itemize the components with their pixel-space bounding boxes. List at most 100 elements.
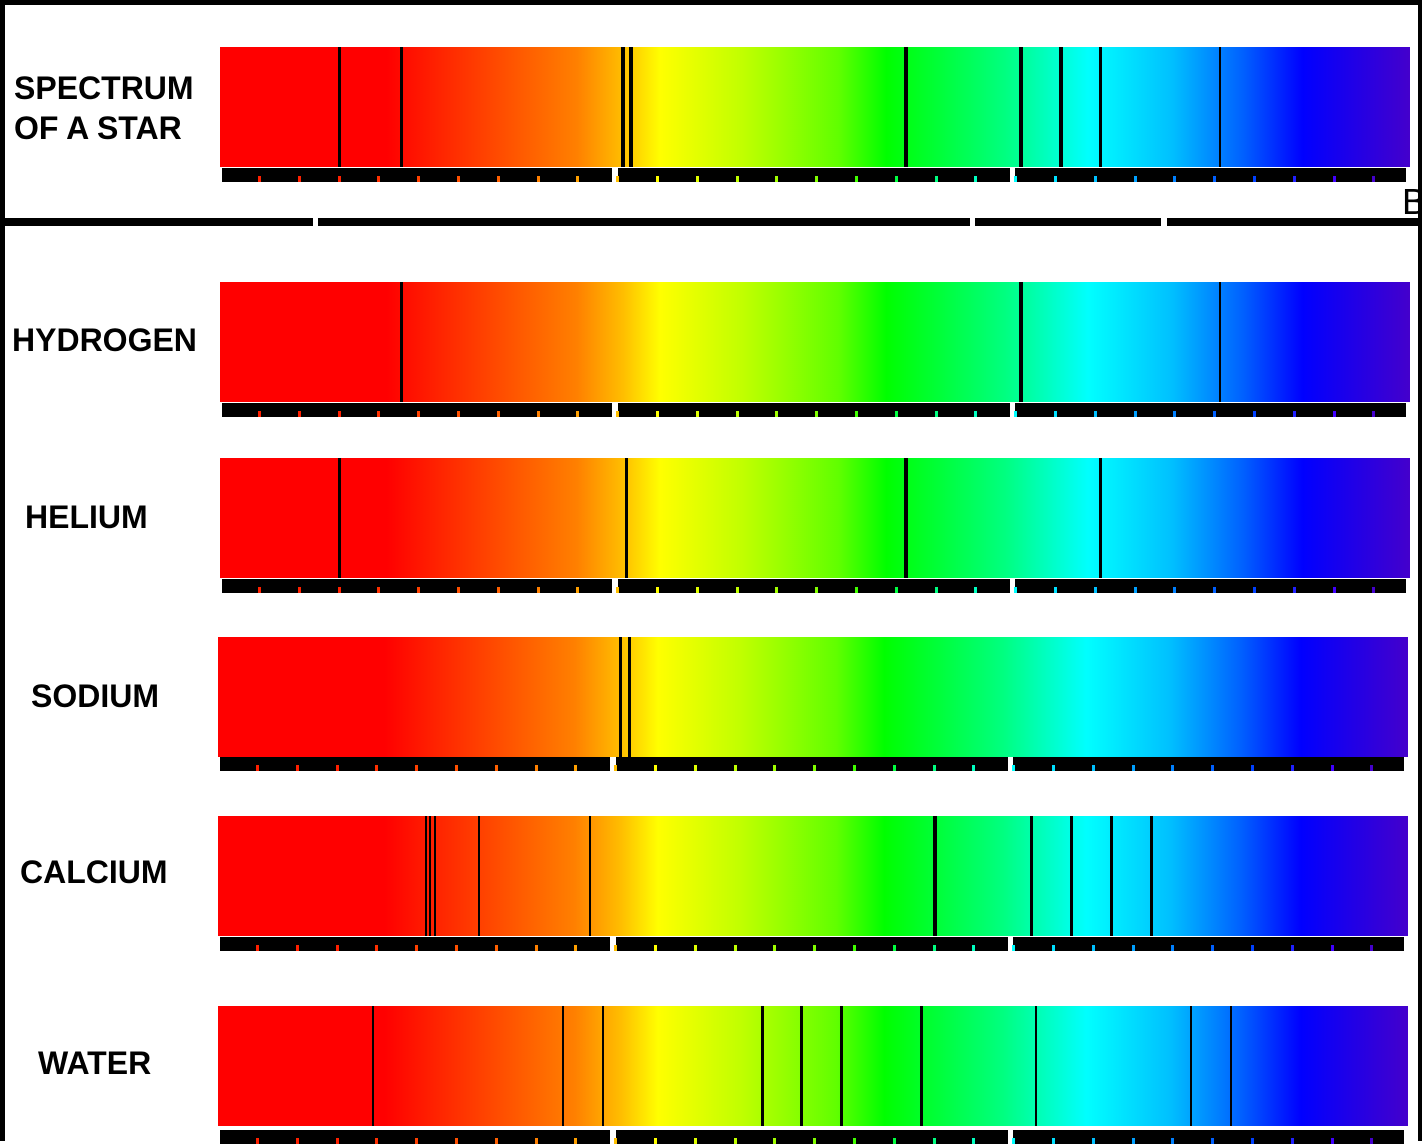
spectral-line <box>919 1006 923 1126</box>
ruler-tick <box>1290 945 1294 951</box>
ruler-tick <box>1292 587 1296 593</box>
ruler-tick <box>853 765 856 771</box>
ruler-tick <box>1133 411 1137 417</box>
ruler-tick <box>892 765 896 771</box>
ruler-tick <box>496 176 500 182</box>
spectral-line <box>337 458 341 578</box>
spectral-line <box>478 816 480 936</box>
ruler-segment <box>618 579 1010 593</box>
ruler-tick <box>1330 1138 1334 1144</box>
ruler-tick <box>1093 176 1097 182</box>
spectral-line <box>1098 458 1102 578</box>
ruler-tick <box>1012 945 1016 951</box>
ruler-tick <box>775 411 779 417</box>
spectral-line <box>932 816 937 936</box>
ruler-tick <box>1054 587 1057 593</box>
ruler-tick <box>733 945 737 951</box>
ruler-tick <box>972 1138 976 1144</box>
spectral-line <box>1190 1006 1193 1126</box>
ruler-tick <box>417 587 421 593</box>
ruler-tick <box>695 176 699 182</box>
ruler-tick <box>1211 1138 1215 1144</box>
ruler-tick <box>1372 587 1376 593</box>
edge-note: B <box>1402 181 1422 222</box>
ruler-segment <box>1013 757 1404 771</box>
ruler-tick <box>295 945 299 951</box>
ruler-tick <box>1370 945 1374 951</box>
section-divider <box>1167 218 1422 226</box>
ruler-tick <box>1290 765 1294 771</box>
ruler-tick <box>258 411 261 417</box>
ruler-tick <box>775 176 779 182</box>
ruler-tick <box>974 411 978 417</box>
ruler-tick <box>256 1138 259 1144</box>
ruler-tick <box>256 765 259 771</box>
ruler-tick <box>335 1138 339 1144</box>
ruler-tick <box>654 765 657 771</box>
ruler-tick <box>335 765 339 771</box>
ruler-tick <box>496 411 500 417</box>
ruler-tick <box>337 411 341 417</box>
ruler-tick <box>1213 411 1217 417</box>
ruler-tick <box>335 945 339 951</box>
ruler-tick <box>1012 1138 1016 1144</box>
ruler-tick <box>855 587 858 593</box>
spectrum-sodium <box>218 637 1408 757</box>
ruler-tick <box>1014 587 1018 593</box>
spectral-line <box>903 47 908 167</box>
ruler-tick <box>496 587 500 593</box>
ruler-tick <box>375 765 379 771</box>
ruler-tick <box>1370 1138 1374 1144</box>
ruler-tick <box>536 176 540 182</box>
ruler-tick <box>773 1138 777 1144</box>
ruler-tick <box>1091 1138 1095 1144</box>
ruler-tick <box>415 765 419 771</box>
ruler-tick <box>656 411 659 417</box>
ruler-tick <box>773 945 777 951</box>
ruler-tick <box>1052 1138 1055 1144</box>
spectral-line <box>562 1006 565 1126</box>
ruler-tick <box>574 945 578 951</box>
section-divider <box>5 218 313 226</box>
ruler-tick <box>693 765 697 771</box>
ruler-tick <box>1133 587 1137 593</box>
ruler-tick <box>1093 411 1097 417</box>
ruler-tick <box>693 1138 697 1144</box>
spectral-line <box>1218 282 1221 402</box>
ruler-tick <box>576 411 580 417</box>
ruler-tick <box>494 1138 498 1144</box>
ruler-tick <box>297 176 301 182</box>
ruler-tick <box>695 411 699 417</box>
ruler-tick <box>934 176 938 182</box>
ruler-tick <box>735 587 739 593</box>
ruler-tick <box>1330 945 1334 951</box>
ruler-tick <box>855 176 858 182</box>
ruler-tick <box>1131 765 1135 771</box>
ruler-tick <box>974 587 978 593</box>
spectral-line <box>601 1006 604 1126</box>
spectrum-helium <box>220 458 1410 578</box>
spectral-line <box>625 458 629 578</box>
ruler-tick <box>892 1138 896 1144</box>
ruler-tick <box>894 587 898 593</box>
ruler-tick <box>972 765 976 771</box>
ruler-tick <box>892 945 896 951</box>
ruler-tick <box>534 945 538 951</box>
ruler-tick <box>1251 945 1254 951</box>
ruler-tick <box>1133 176 1137 182</box>
ruler-segment <box>1015 579 1406 593</box>
ruler-tick <box>337 176 341 182</box>
ruler-tick <box>1173 411 1177 417</box>
ruler-tick <box>1014 176 1018 182</box>
ruler-tick <box>1292 411 1296 417</box>
ruler-tick <box>1091 945 1095 951</box>
ruler-tick <box>258 176 261 182</box>
ruler-tick <box>1253 411 1256 417</box>
ruler-tick <box>1131 945 1135 951</box>
ruler-tick <box>773 765 777 771</box>
spectral-line <box>619 637 623 757</box>
ruler-tick <box>417 411 421 417</box>
ruler-tick <box>457 587 460 593</box>
label-hydrogen: HYDROGEN <box>12 322 197 358</box>
ruler-tick <box>616 587 620 593</box>
